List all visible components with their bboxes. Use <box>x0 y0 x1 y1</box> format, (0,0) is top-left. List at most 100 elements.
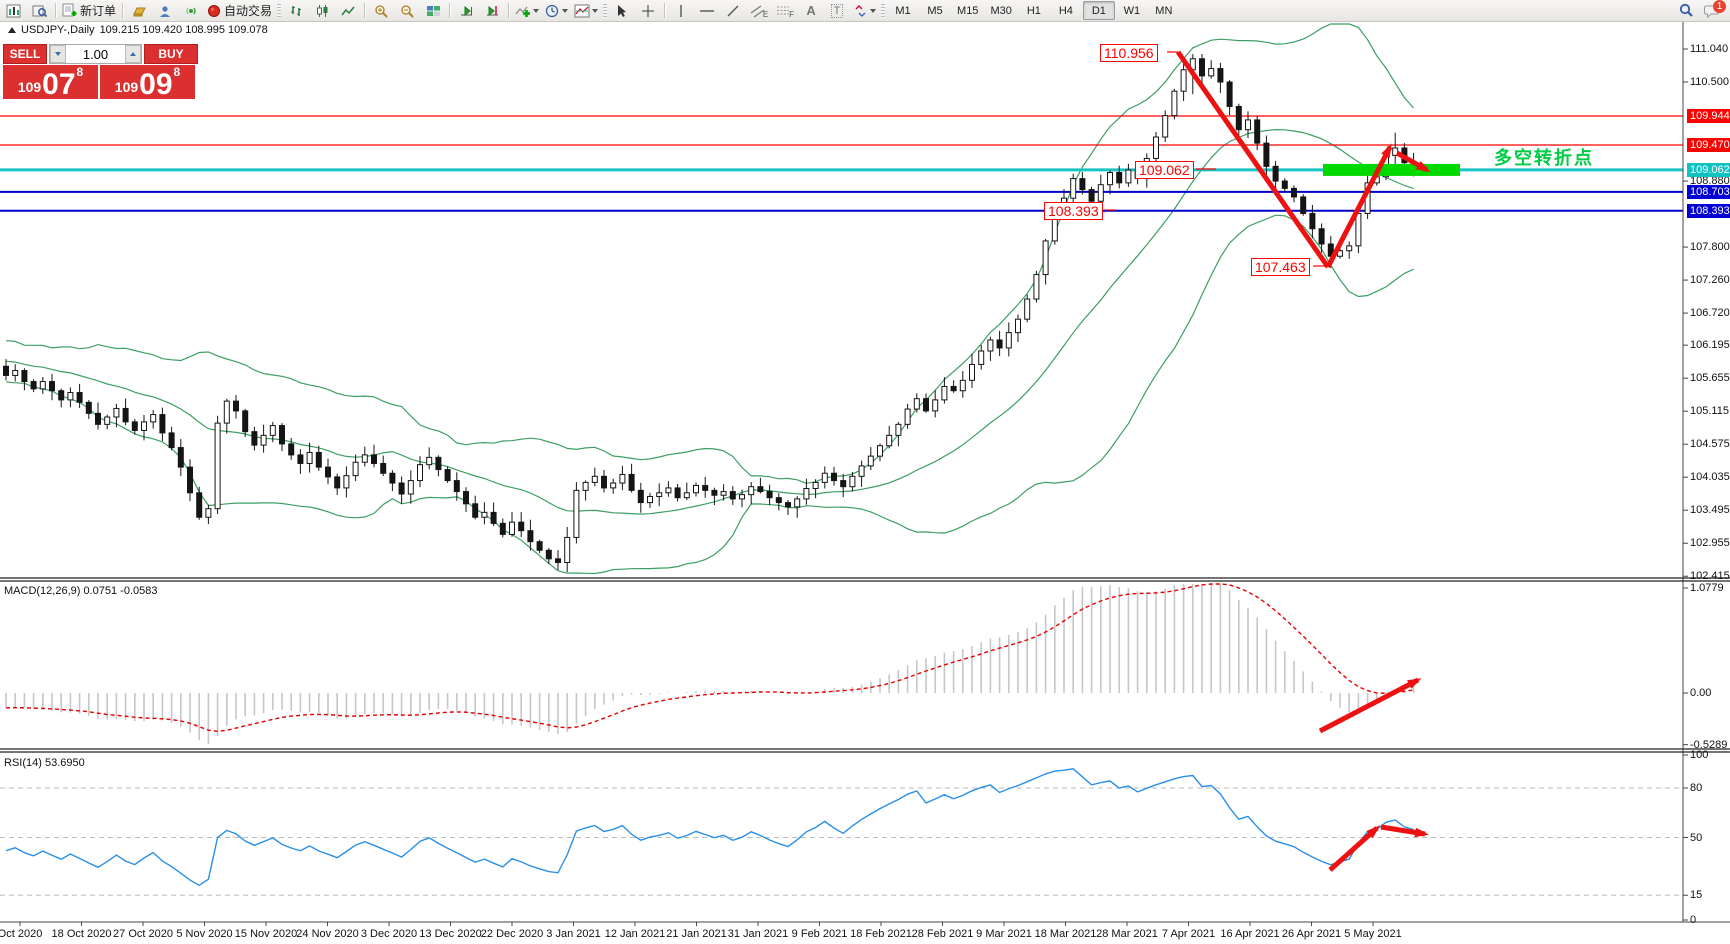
indicators-button[interactable] <box>513 2 541 19</box>
price-axis-badge[interactable]: 109.062 <box>1687 162 1730 177</box>
candle-body <box>693 484 699 494</box>
price-axis-badge[interactable]: 109.470 <box>1687 137 1730 152</box>
green-zone-rectangle[interactable] <box>1323 163 1460 176</box>
trendline-tool-button[interactable] <box>721 2 745 19</box>
volume-decrease-button[interactable] <box>50 45 66 63</box>
candle-body <box>1180 69 1187 92</box>
candle-body <box>435 456 442 471</box>
buy-price-display[interactable]: 109 09 8 <box>100 65 195 99</box>
vertical-line-tool-button[interactable] <box>669 2 693 19</box>
new-order-button[interactable]: 新订单 <box>60 2 118 19</box>
text-tool-button[interactable]: A <box>799 2 823 19</box>
sell-price-figure: 109 <box>17 79 42 95</box>
candle-body <box>168 432 175 449</box>
candle-body <box>131 421 138 431</box>
channel-tool-button[interactable]: E <box>747 2 771 19</box>
label-tool-letter: T <box>830 3 844 18</box>
chat-button[interactable]: 1 <box>1700 0 1726 19</box>
zoom-in-button[interactable] <box>369 2 393 19</box>
news-button[interactable] <box>179 2 203 19</box>
tile-windows-button[interactable] <box>421 2 445 19</box>
templates-button[interactable] <box>572 2 600 19</box>
timeframe-h1[interactable]: H1 <box>1026 4 1041 17</box>
price-axis-badge[interactable]: 108.393 <box>1687 203 1730 218</box>
candle-body <box>104 416 111 425</box>
candle-body <box>545 549 552 560</box>
candle-body <box>196 492 203 518</box>
candle-body <box>1116 171 1123 184</box>
crosshair-tool-button[interactable] <box>636 2 660 19</box>
sell-button[interactable]: SELL <box>3 44 47 64</box>
chart-shift-button[interactable] <box>480 2 504 19</box>
candle-body <box>775 497 782 504</box>
support-price-label[interactable]: 108.393 <box>1044 202 1103 220</box>
red-trend-arrow[interactable] <box>1175 50 1331 269</box>
red-trend-arrow[interactable] <box>1328 826 1379 872</box>
candle-body <box>720 491 727 496</box>
bar-chart-type-button[interactable] <box>284 2 308 19</box>
candle-body <box>739 494 745 500</box>
search-button[interactable] <box>1674 2 1698 19</box>
toolbar-separator <box>364 3 366 18</box>
candle-body <box>1217 68 1224 83</box>
candle-body <box>702 484 709 491</box>
candle-body <box>1079 178 1086 191</box>
candle-body <box>1245 119 1251 131</box>
zoom-out-button[interactable] <box>395 2 419 19</box>
date-axis-label: 18 Mar 2021 <box>1034 928 1097 940</box>
candle-body <box>1153 136 1159 159</box>
candle-body <box>21 370 28 383</box>
pivot-price-label[interactable]: 109.062 <box>1135 161 1194 179</box>
timeframe-mn[interactable]: MN <box>1155 4 1173 17</box>
price-axis-badge[interactable]: 109.944 <box>1687 108 1730 123</box>
candle-body <box>288 443 295 456</box>
axis-tick-label: 106.720 <box>1690 307 1730 320</box>
axis-tick-label: 102.415 <box>1690 570 1730 583</box>
candle-body <box>923 398 929 412</box>
candle-body <box>913 398 920 410</box>
timeframe-m1[interactable]: M1 <box>895 4 911 17</box>
volume-input[interactable] <box>66 45 125 63</box>
candle-body <box>619 473 626 484</box>
sell-price-display[interactable]: 109 07 8 <box>3 65 98 99</box>
red-trend-arrow[interactable] <box>1325 145 1393 269</box>
periods-button[interactable] <box>543 2 570 19</box>
pivot-annotation-text[interactable]: 多空转折点 <box>1494 148 1594 168</box>
candle-body <box>67 392 74 401</box>
red-arrow-head <box>1366 825 1380 839</box>
text-label-tool-button[interactable]: T <box>825 2 849 19</box>
new-chart-button[interactable] <box>1 2 25 19</box>
timeframe-m5[interactable]: M5 <box>927 4 943 17</box>
timeframe-w1[interactable]: W1 <box>1123 4 1141 17</box>
red-trend-arrow[interactable] <box>1318 677 1420 734</box>
timeframe-h4[interactable]: H4 <box>1058 4 1073 17</box>
timeframe-m15[interactable]: M15 <box>957 4 979 17</box>
horizontal-line-tool-button[interactable] <box>695 2 719 19</box>
volume-increase-button[interactable] <box>125 45 141 63</box>
candlestick-type-button[interactable] <box>310 2 334 19</box>
auto-scroll-button[interactable] <box>454 2 478 19</box>
swing-high-label[interactable]: 110.956 <box>1100 44 1158 62</box>
price-axis-badge[interactable]: 108.703 <box>1687 184 1730 199</box>
auto-trading-button[interactable]: 自动交易 <box>205 2 274 19</box>
candle-body <box>472 503 479 518</box>
arrows-tool-button[interactable] <box>851 2 878 19</box>
fibonacci-tool-button[interactable]: F <box>773 2 797 19</box>
profiles-button[interactable] <box>27 2 51 19</box>
axis-tick-label: 0 <box>1690 914 1697 926</box>
caret-down-icon <box>55 52 61 56</box>
candle-body <box>555 558 561 563</box>
cursor-tool-button[interactable] <box>610 2 634 19</box>
timeframe-d1[interactable]: D1 <box>1082 1 1115 20</box>
candle-body <box>711 489 718 496</box>
market-button[interactable] <box>127 2 151 19</box>
candle-body <box>601 475 607 489</box>
line-chart-type-button[interactable] <box>336 2 360 19</box>
swing-low-label[interactable]: 107.463 <box>1251 258 1310 276</box>
signals-button[interactable] <box>153 2 177 19</box>
buy-button[interactable]: BUY <box>144 44 198 64</box>
timeframe-m30[interactable]: M30 <box>990 4 1012 17</box>
axis-tick-label: 107.260 <box>1690 274 1730 287</box>
candle-body <box>1097 184 1104 202</box>
